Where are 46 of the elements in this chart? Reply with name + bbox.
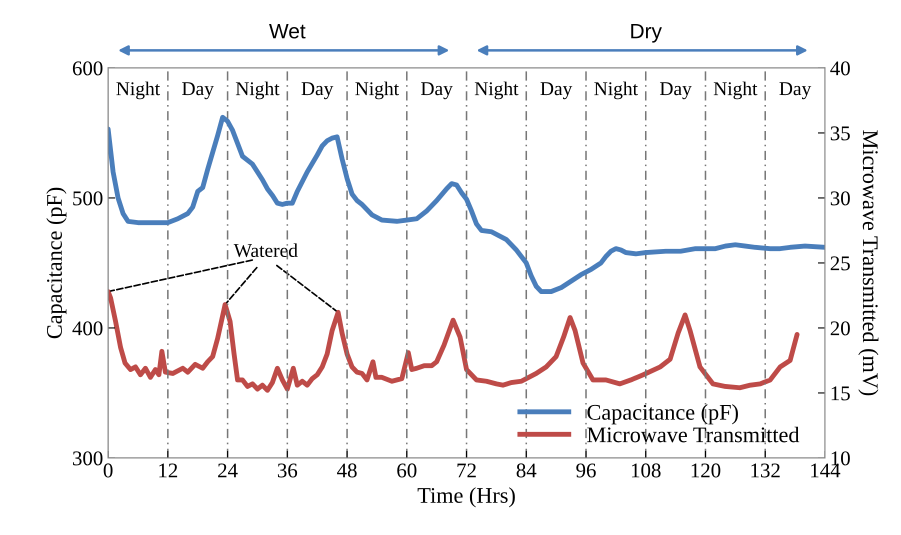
x-tick-label: 60	[397, 463, 416, 478]
y-tick-label: 400	[72, 321, 102, 336]
annotation: Night	[236, 82, 280, 100]
y-tick-label: 600	[72, 61, 102, 76]
annotation: Night	[714, 82, 758, 100]
x-tick-label: 132	[751, 463, 780, 478]
annotation: Day	[540, 82, 572, 100]
x-tick-label: 108	[632, 463, 661, 478]
annotation: Watered	[234, 243, 298, 258]
annotation: Day	[660, 82, 692, 100]
text: Dry	[631, 24, 662, 43]
x-tick-label: 84	[516, 463, 536, 478]
line-series	[108, 289, 800, 393]
text: Wet	[269, 24, 306, 38]
y2-tick-label: 40	[830, 61, 850, 76]
annotation: Night	[116, 82, 160, 100]
y2-tick-label: 35	[830, 126, 850, 140]
line-series	[108, 114, 825, 294]
y2-tick-label: 15	[832, 386, 850, 400]
x-tick-label: 72	[457, 463, 476, 478]
y2-tick-label: 25	[830, 256, 850, 270]
x-tick-label: 120	[692, 463, 720, 478]
y-tick-label: 300	[73, 451, 102, 466]
annotation: Day	[182, 82, 214, 100]
annotation: Day	[421, 82, 453, 100]
annotation: Night	[355, 82, 399, 100]
x-axis-title: Time (Hrs)	[418, 487, 515, 508]
annotation: Day	[779, 82, 812, 100]
x-tick-label: 0	[104, 463, 113, 478]
y2-tick-label: 30	[830, 191, 850, 206]
y-tick-label: 500	[73, 191, 102, 206]
x-tick-label: 24	[218, 463, 238, 478]
x-tick-label: 144	[811, 464, 840, 478]
y2-tick-label: 10	[832, 451, 850, 466]
annotation: Day	[302, 82, 334, 100]
legend-label: Capacitance (pF)	[587, 404, 738, 424]
x-tick-label: 12	[159, 463, 178, 478]
y-axis-title: Capacitance (pF)	[46, 188, 66, 338]
legend-label: Microwave Transmitted	[587, 426, 800, 442]
y2-tick-label: 20	[830, 321, 850, 336]
x-tick-label: 36	[278, 463, 298, 478]
x-tick-label: 48	[337, 463, 357, 478]
annotation: Night	[594, 82, 638, 100]
y2-axis-title: Microwave Transmitted (mV)	[858, 130, 878, 396]
x-tick-label: 96	[576, 463, 596, 478]
annotation: Night	[474, 82, 518, 100]
